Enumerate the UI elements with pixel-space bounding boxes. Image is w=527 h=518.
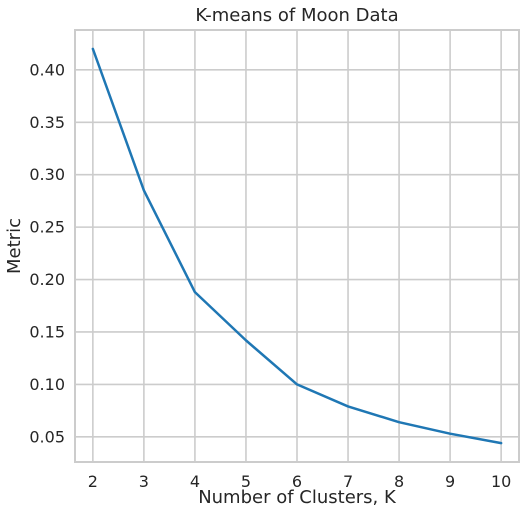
x-tick-label: 2 — [88, 472, 98, 491]
x-tick-label: 8 — [394, 472, 404, 491]
x-tick-label: 3 — [139, 472, 149, 491]
chart-title: K-means of Moon Data — [195, 5, 398, 26]
x-tick-label: 4 — [190, 472, 200, 491]
x-tick-label: 9 — [445, 472, 455, 491]
y-tick-label: 0.20 — [29, 270, 65, 289]
y-axis-title: Metric — [4, 218, 25, 274]
series-layer — [91, 47, 503, 445]
x-tick-label: 5 — [241, 472, 251, 491]
y-tick-label: 0.40 — [29, 60, 65, 79]
plot-frame — [74, 29, 520, 463]
y-tick-label: 0.25 — [29, 218, 65, 237]
y-tick-label: 0.05 — [29, 427, 65, 446]
y-tick-label: 0.10 — [29, 375, 65, 394]
x-tick-label: 6 — [292, 472, 302, 491]
x-tick-label: 10 — [491, 472, 511, 491]
y-tick-label: 0.30 — [29, 165, 65, 184]
x-tick-label: 7 — [343, 472, 353, 491]
y-tick-label: 0.35 — [29, 113, 65, 132]
grid-layer — [75, 30, 519, 462]
y-tick-label: 0.15 — [29, 322, 65, 341]
tick-layer: 2 3 4 5 6 7 8 9 10 0.05 0.10 0.15 0.20 0.25 0.30 0.35 0.… — [29, 60, 511, 491]
x-axis-title: Number of Clusters, K — [198, 487, 397, 508]
